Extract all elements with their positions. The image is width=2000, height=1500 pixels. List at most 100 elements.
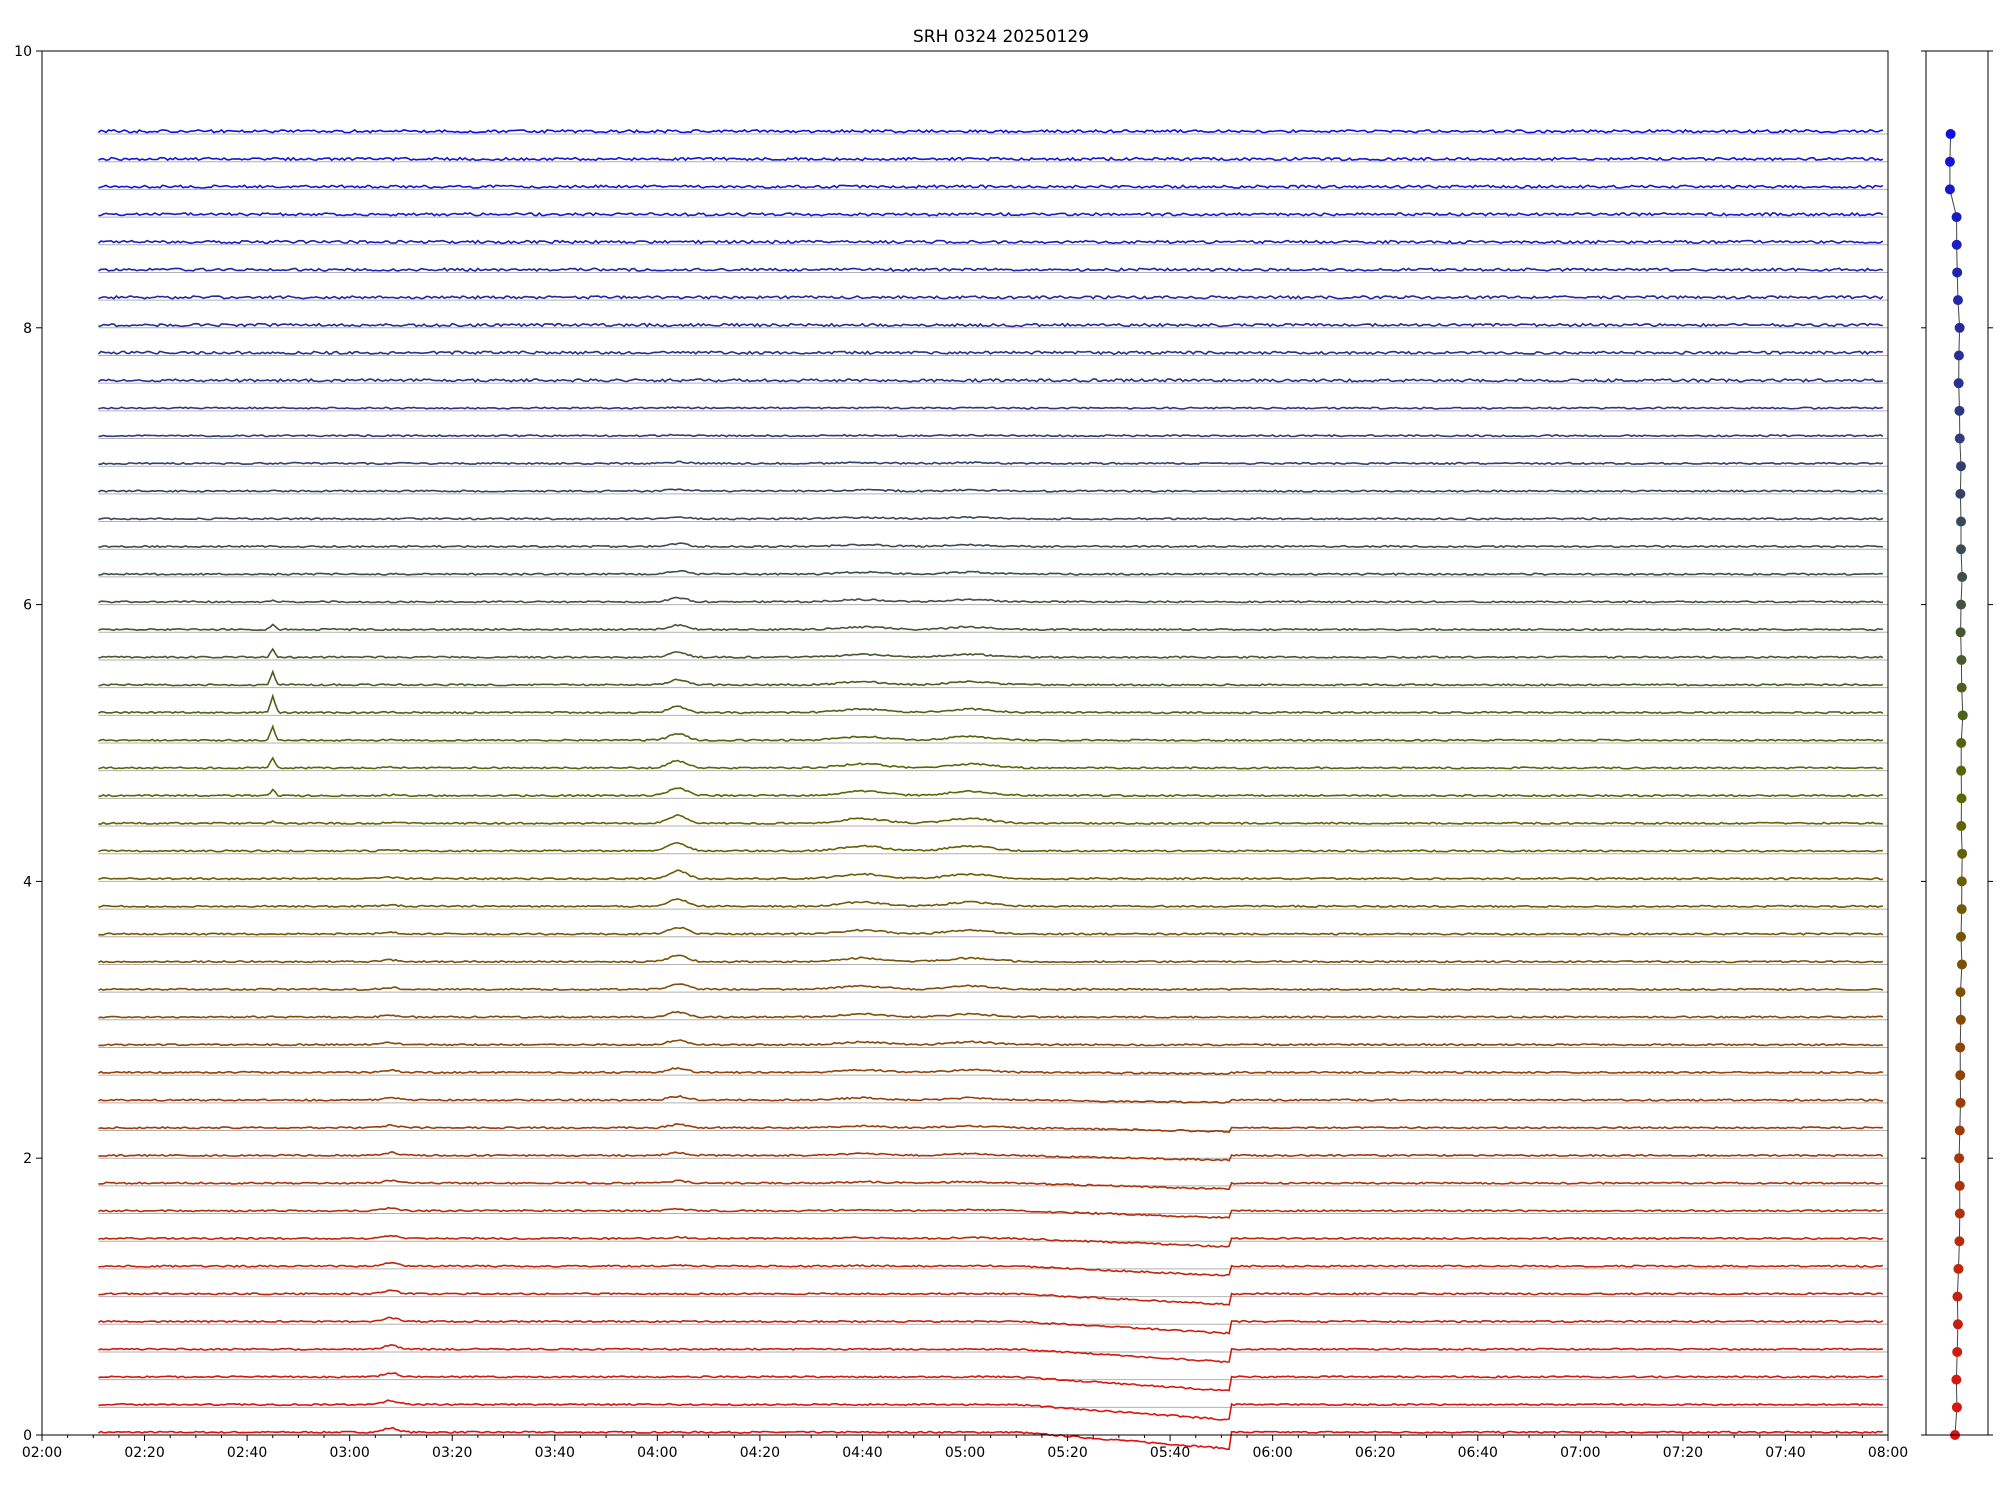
x-tick-label: 06:20 <box>1355 1445 1395 1461</box>
side-point <box>1952 1346 1963 1357</box>
side-point <box>1952 295 1963 306</box>
channel-trace <box>98 1261 1884 1277</box>
main-plot-area: 02:00 02:20 02:40 03:00 03:20 03:40 04:00 04:20… <box>14 44 1908 1461</box>
x-tick-label: 04:00 <box>637 1445 677 1461</box>
x-axis: 02:00 02:20 02:40 03:00 03:20 03:40 04:00 04:20… <box>22 1435 1908 1461</box>
x-tick-label: 05:00 <box>945 1445 985 1461</box>
side-point <box>1954 1125 1965 1136</box>
x-tick-label: 03:20 <box>432 1445 472 1461</box>
side-point <box>1952 1319 1963 1330</box>
channel-trace <box>98 1206 1884 1219</box>
channel-trace <box>98 623 1883 632</box>
x-tick-label: 07:40 <box>1765 1445 1805 1461</box>
side-point <box>1956 821 1967 832</box>
channel-trace <box>98 569 1883 576</box>
side-point <box>1956 793 1967 804</box>
side-point <box>1956 599 1967 610</box>
side-point <box>1955 987 1966 998</box>
channel-trace <box>98 787 1884 798</box>
channel-trace <box>98 596 1883 604</box>
channel-trace <box>98 294 1884 300</box>
channel-trace <box>98 669 1884 687</box>
side-point <box>1955 488 1966 499</box>
channel-trace <box>97 239 1884 245</box>
side-point <box>1956 765 1967 776</box>
side-point <box>1956 738 1967 748</box>
side-point <box>1954 322 1965 333</box>
side-point <box>1955 931 1966 942</box>
side-point <box>1955 1097 1966 1108</box>
side-point <box>1944 156 1955 167</box>
channel-trace <box>98 1289 1884 1306</box>
x-tick-label: 05:40 <box>1150 1445 1190 1461</box>
side-y-axis <box>1921 50 1993 1436</box>
channel-trace <box>98 869 1883 881</box>
side-point <box>1956 654 1967 665</box>
channel-trace <box>98 841 1883 853</box>
side-point <box>1955 1070 1966 1081</box>
y-tick-label: 10 <box>14 44 32 60</box>
side-point <box>1951 212 1962 223</box>
channel-trace <box>98 156 1884 162</box>
side-point <box>1956 516 1967 527</box>
x-tick-label: 08:00 <box>1868 1445 1908 1461</box>
chart-title: SRH 0324 20250129 <box>913 27 1089 47</box>
channel-trace <box>98 954 1884 964</box>
channel-trace <box>98 983 1884 992</box>
side-point <box>1956 959 1967 970</box>
channel-trace <box>98 1399 1883 1421</box>
x-tick-label: 02:40 <box>227 1445 267 1461</box>
channel-trace <box>98 1343 1883 1364</box>
channel-trace <box>98 1234 1884 1248</box>
x-tick-label: 04:20 <box>740 1445 780 1461</box>
side-point <box>1955 544 1966 555</box>
channel-trace <box>98 460 1884 466</box>
channel-trace <box>98 433 1884 438</box>
channel-trace <box>97 128 1884 134</box>
side-plot-area <box>1921 50 1993 1440</box>
side-point <box>1952 267 1963 278</box>
channel-series <box>97 128 1884 1450</box>
side-point <box>1954 1236 1965 1247</box>
channel-trace <box>98 724 1884 742</box>
channel-trace <box>98 406 1884 410</box>
channel-trace <box>98 211 1884 217</box>
side-point <box>1957 571 1968 582</box>
side-point <box>1954 405 1965 416</box>
channel-trace <box>98 756 1884 770</box>
x-tick-label: 02:00 <box>22 1445 62 1461</box>
channel-trace <box>98 898 1883 909</box>
channel-trace <box>98 542 1884 549</box>
side-point <box>1955 461 1966 472</box>
side-point <box>1951 1374 1962 1385</box>
side-point <box>1954 433 1965 444</box>
side-point <box>1953 378 1964 389</box>
side-axes-frame <box>1925 50 1989 1436</box>
channel-trace <box>98 515 1884 521</box>
y-tick-label: 8 <box>23 321 32 337</box>
side-point <box>1953 350 1964 361</box>
side-point <box>1955 627 1966 638</box>
channel-trace <box>98 322 1883 328</box>
channel-trace <box>98 1039 1884 1047</box>
side-point <box>1956 876 1967 887</box>
side-point <box>1954 1153 1965 1164</box>
side-point <box>1954 1180 1965 1191</box>
channel-trace <box>98 184 1884 190</box>
side-point <box>1957 848 1968 859</box>
channel-trace <box>98 1372 1883 1392</box>
channel-trace <box>98 926 1884 936</box>
channel-trace <box>98 1179 1884 1190</box>
x-tick-label: 02:20 <box>124 1445 164 1461</box>
channel-trace <box>98 1123 1883 1134</box>
channel-trace <box>97 267 1884 273</box>
channel-trace <box>98 488 1884 493</box>
side-points <box>1944 129 1968 1440</box>
channel-trace <box>98 1316 1884 1335</box>
side-point <box>1955 1014 1966 1025</box>
x-tick-label: 07:20 <box>1663 1445 1703 1461</box>
side-point <box>1957 710 1968 721</box>
side-point <box>1944 184 1955 195</box>
